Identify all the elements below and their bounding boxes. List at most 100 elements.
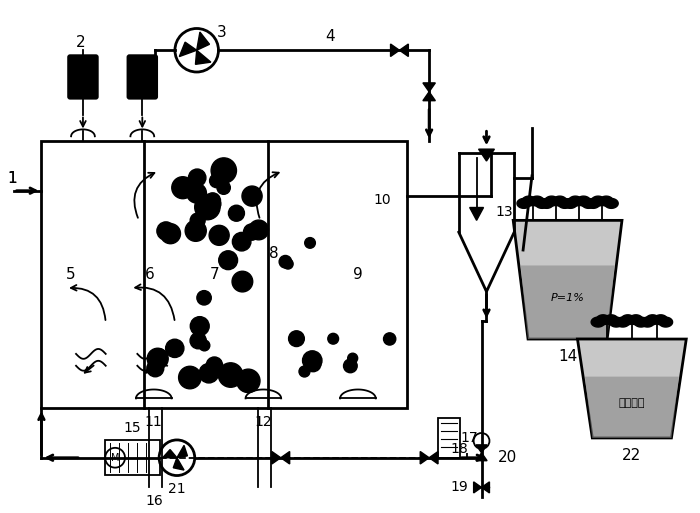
Polygon shape: [654, 315, 668, 325]
Circle shape: [205, 193, 220, 209]
Text: P=1%: P=1%: [551, 292, 584, 303]
Circle shape: [178, 366, 201, 389]
Text: 15: 15: [124, 421, 141, 435]
Polygon shape: [513, 221, 622, 339]
Polygon shape: [195, 50, 211, 64]
Polygon shape: [577, 196, 590, 206]
Text: 9: 9: [353, 267, 363, 282]
Circle shape: [147, 360, 164, 377]
Text: 水流方向: 水流方向: [619, 398, 645, 408]
Circle shape: [248, 220, 269, 240]
Circle shape: [160, 224, 181, 244]
Circle shape: [384, 333, 395, 345]
Text: 11: 11: [145, 415, 162, 429]
Polygon shape: [420, 451, 429, 464]
Text: 13: 13: [496, 205, 513, 220]
Polygon shape: [610, 317, 623, 327]
Text: 6: 6: [146, 267, 155, 282]
Polygon shape: [578, 339, 686, 438]
Circle shape: [147, 348, 168, 369]
Polygon shape: [474, 482, 482, 493]
Circle shape: [190, 317, 209, 336]
Text: 12: 12: [255, 415, 272, 429]
Polygon shape: [634, 317, 648, 327]
Circle shape: [305, 356, 321, 372]
Polygon shape: [530, 196, 544, 206]
Circle shape: [218, 363, 243, 387]
Polygon shape: [586, 199, 600, 208]
Polygon shape: [596, 315, 610, 325]
Circle shape: [175, 29, 218, 72]
Circle shape: [206, 357, 223, 373]
Text: 3: 3: [216, 25, 226, 40]
Circle shape: [299, 366, 310, 377]
Bar: [105, 441, 160, 475]
Polygon shape: [281, 451, 290, 464]
Polygon shape: [536, 199, 549, 208]
Circle shape: [328, 333, 339, 344]
Polygon shape: [470, 207, 484, 221]
Polygon shape: [621, 315, 635, 325]
Circle shape: [279, 255, 292, 268]
FancyBboxPatch shape: [127, 55, 157, 98]
Circle shape: [199, 364, 218, 383]
Circle shape: [166, 339, 184, 358]
FancyBboxPatch shape: [68, 55, 98, 98]
Polygon shape: [482, 482, 489, 493]
Circle shape: [304, 238, 316, 248]
Circle shape: [244, 224, 260, 240]
Polygon shape: [423, 83, 435, 92]
Polygon shape: [162, 449, 177, 458]
Text: 21: 21: [168, 482, 186, 497]
Polygon shape: [522, 196, 536, 206]
Circle shape: [157, 222, 175, 240]
Circle shape: [199, 340, 210, 351]
Polygon shape: [521, 265, 615, 339]
Polygon shape: [391, 44, 400, 56]
Text: 18: 18: [451, 442, 469, 456]
Circle shape: [211, 158, 237, 183]
Polygon shape: [568, 196, 582, 206]
Circle shape: [344, 359, 357, 373]
Polygon shape: [540, 199, 554, 208]
Text: 5: 5: [66, 267, 76, 282]
Circle shape: [209, 225, 229, 245]
Polygon shape: [599, 196, 613, 206]
Circle shape: [190, 332, 206, 349]
Polygon shape: [640, 317, 654, 327]
Circle shape: [197, 290, 211, 305]
Circle shape: [232, 232, 251, 251]
Circle shape: [218, 251, 237, 270]
Circle shape: [302, 351, 322, 370]
Text: 2: 2: [76, 35, 86, 50]
Text: 19: 19: [451, 480, 469, 495]
Circle shape: [242, 186, 262, 206]
Circle shape: [206, 196, 221, 211]
Polygon shape: [197, 32, 209, 50]
Text: M: M: [111, 453, 120, 463]
Bar: [41, 141, 407, 408]
Text: 1: 1: [7, 171, 17, 186]
Circle shape: [232, 271, 253, 292]
Text: 22: 22: [622, 448, 641, 463]
Polygon shape: [476, 453, 487, 461]
Polygon shape: [174, 458, 184, 470]
Polygon shape: [476, 445, 487, 453]
Polygon shape: [179, 42, 197, 56]
Polygon shape: [479, 149, 494, 161]
Polygon shape: [645, 315, 659, 325]
Polygon shape: [582, 199, 596, 208]
Text: 16: 16: [146, 494, 164, 508]
Text: 4: 4: [326, 29, 335, 44]
Circle shape: [288, 331, 304, 347]
Polygon shape: [604, 199, 618, 208]
Text: 8: 8: [269, 246, 279, 261]
Polygon shape: [564, 199, 577, 208]
Circle shape: [348, 353, 358, 363]
Circle shape: [237, 369, 260, 392]
Polygon shape: [177, 445, 188, 458]
Bar: [438, 418, 460, 458]
Circle shape: [195, 194, 220, 220]
Polygon shape: [585, 377, 679, 438]
Polygon shape: [423, 92, 435, 101]
